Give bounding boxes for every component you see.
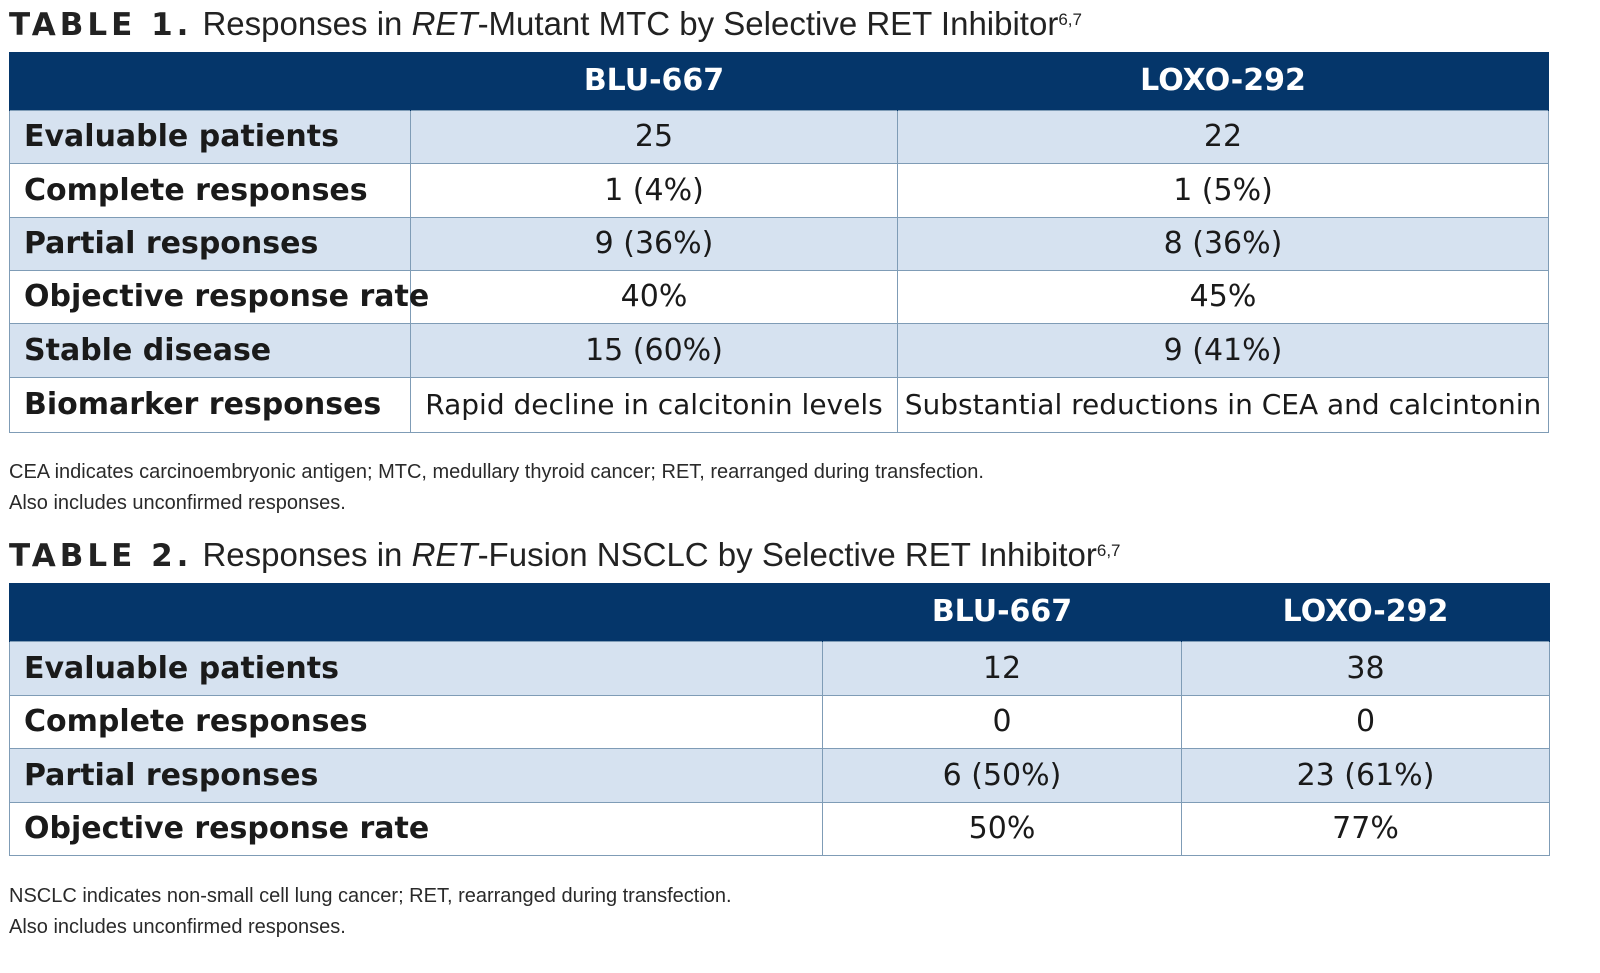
table1-label: TABLE 1. <box>9 7 193 43</box>
cell-blu667: 0 <box>822 694 1182 749</box>
cell-blu667: 6 (50%) <box>822 747 1182 803</box>
table2-footnote-abbrev: NSCLC indicates non-small cell lung canc… <box>9 885 732 907</box>
row-label: Partial responses <box>9 747 823 803</box>
table1-header-row: BLU-667 LOXO-292 <box>9 52 1549 110</box>
table-row: Complete responses 0 0 <box>9 694 1550 749</box>
table-row: Biomarker responses Rapid decline in cal… <box>9 376 1549 433</box>
table2-title: TABLE 2. Responses in RET-Fusion NSCLC by… <box>9 535 1121 576</box>
cell-blu667: 25 <box>410 109 898 164</box>
cell-loxo292: 38 <box>1181 640 1550 696</box>
table-row: Evaluable patients 12 38 <box>9 640 1550 696</box>
table-row: Stable disease 15 (60%) 9 (41%) <box>9 322 1549 378</box>
table1-header-empty <box>9 52 411 110</box>
cell-loxo292: 0 <box>1181 694 1550 749</box>
table2-footnotes: NSCLC indicates non-small cell lung canc… <box>9 881 732 943</box>
cell-blu667: 40% <box>410 269 898 324</box>
table1-header-loxo292: LOXO-292 <box>897 52 1549 110</box>
row-label: Biomarker responses <box>9 376 411 433</box>
cell-loxo292: 22 <box>897 109 1549 164</box>
table1-title-pre: Responses in <box>202 5 412 42</box>
row-label: Complete responses <box>9 694 823 749</box>
cell-loxo292: 45% <box>897 269 1549 324</box>
row-label: Evaluable patients <box>9 109 411 164</box>
table1-title-refs: 6,7 <box>1058 10 1082 29</box>
table2-title-ital: RET <box>411 536 478 573</box>
table2-title-post: -Fusion NSCLC by Selective RET Inhibitor <box>477 536 1097 573</box>
table-row: Evaluable patients 25 22 <box>9 109 1549 164</box>
cell-loxo292: 9 (41%) <box>897 322 1549 378</box>
table-row: Objective response rate 50% 77% <box>9 801 1550 856</box>
row-label: Partial responses <box>9 216 411 271</box>
table2-header-blu667: BLU-667 <box>822 583 1182 641</box>
table2: BLU-667 LOXO-292 Evaluable patients 12 3… <box>9 583 1550 856</box>
cell-blu667: 9 (36%) <box>410 216 898 271</box>
table2-header-empty <box>9 583 823 641</box>
table2-title-refs: 6,7 <box>1096 541 1121 560</box>
table2-footnote-unconfirmed: Also includes unconfirmed responses. <box>9 916 346 938</box>
row-label: Objective response rate <box>9 269 429 324</box>
cell-loxo292: 77% <box>1181 801 1550 856</box>
cell-loxo292: Substantial reductions in CEA and calcin… <box>897 376 1549 433</box>
table1-title-ital: RET <box>411 5 478 42</box>
table1-title: TABLE 1. Responses in RET-Mutant MTC by S… <box>9 4 1082 45</box>
table2-header-row: BLU-667 LOXO-292 <box>9 583 1550 641</box>
table-row: Complete responses 1 (4%) 1 (5%) <box>9 162 1549 218</box>
cell-blu667: 12 <box>822 640 1182 696</box>
cell-loxo292: 8 (36%) <box>897 216 1549 271</box>
row-label: Complete responses <box>9 162 411 218</box>
table1-footnote-unconfirmed: Also includes unconfirmed responses. <box>9 492 346 514</box>
table2-header-loxo292: LOXO-292 <box>1181 583 1550 641</box>
table2-title-pre: Responses in <box>202 536 412 573</box>
table1-header-blu667: BLU-667 <box>410 52 898 110</box>
cell-loxo292: 23 (61%) <box>1181 747 1550 803</box>
row-label: Objective response rate <box>9 801 823 856</box>
table-row: Partial responses 9 (36%) 8 (36%) <box>9 216 1549 271</box>
table1-footnotes: CEA indicates carcinoembryonic antigen; … <box>9 457 984 519</box>
table2-label: TABLE 2. <box>9 538 193 574</box>
cell-blu667: 1 (4%) <box>410 162 898 218</box>
table-row: Partial responses 6 (50%) 23 (61%) <box>9 747 1550 803</box>
cell-blu667: 50% <box>822 801 1182 856</box>
cell-blu667: Rapid decline in calcitonin levels <box>410 376 898 433</box>
table1: BLU-667 LOXO-292 Evaluable patients 25 2… <box>9 52 1549 433</box>
table1-title-post: -Mutant MTC by Selective RET Inhibitor <box>477 5 1059 42</box>
row-label: Stable disease <box>9 322 411 378</box>
cell-loxo292: 1 (5%) <box>897 162 1549 218</box>
cell-blu667: 15 (60%) <box>410 322 898 378</box>
table1-footnote-abbrev: CEA indicates carcinoembryonic antigen; … <box>9 461 984 483</box>
row-label: Evaluable patients <box>9 640 823 696</box>
table-row: Objective response rate 40% 45% <box>9 269 1549 324</box>
